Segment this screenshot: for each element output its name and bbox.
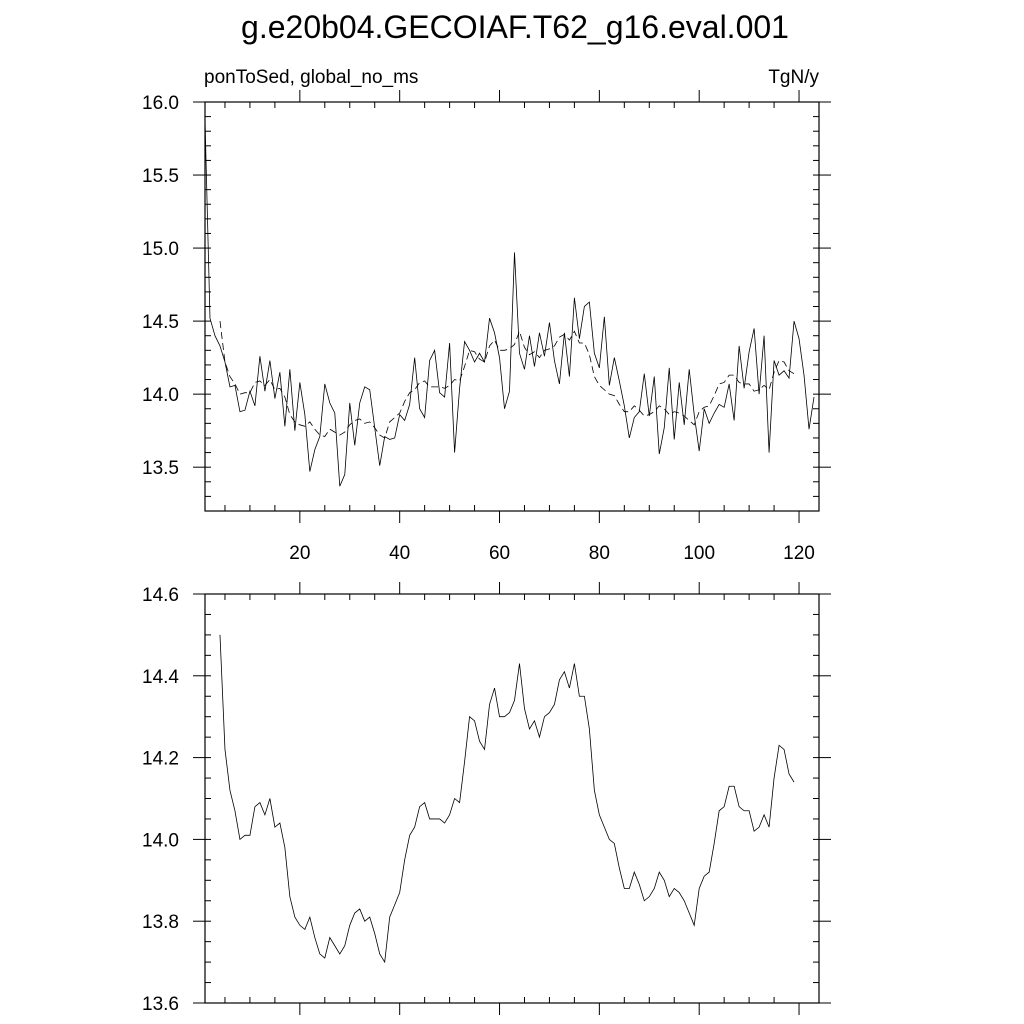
top-y-tick-label: 14.5 <box>142 312 179 333</box>
top-x-tick-label: 60 <box>489 543 510 564</box>
top-y-tick-label: 15.5 <box>142 166 179 187</box>
bottom-y-tick-label: 14.4 <box>142 667 179 688</box>
chart-title: g.e20b04.GECOIAF.T62_g16.eval.001 <box>241 9 789 45</box>
bottom-y-tick-label: 14.0 <box>142 830 179 851</box>
bottom-y-tick-label: 14.2 <box>142 749 179 770</box>
top-y-tick-label: 14.0 <box>142 385 179 406</box>
top-left-label: ponToSed, global_no_ms <box>204 67 418 88</box>
bottom-series-solid-line <box>219 634 795 964</box>
bottom-y-tick-label: 13.8 <box>142 912 179 933</box>
top-x-tick-label: 120 <box>783 543 815 564</box>
bottom-panel: 13.6 13.8 14.0 14.2 14.4 14.6 <box>142 582 831 1015</box>
top-x-tick-label: 20 <box>289 543 310 564</box>
top-y-tick-label: 13.5 <box>142 458 179 479</box>
top-y-tick-label: 16.0 <box>142 93 179 114</box>
top-plot-frame <box>204 101 820 512</box>
bottom-plot-frame <box>204 593 820 1004</box>
top-x-tick-label: 40 <box>389 543 410 564</box>
top-panel: 13.5 14.0 14.5 15.0 15.5 16.0 20 40 60 80 100 120 <box>142 90 831 564</box>
top-series-solid-line <box>204 119 815 487</box>
top-series-dashed-line <box>219 321 795 439</box>
top-y-tick-label: 15.0 <box>142 239 179 260</box>
top-right-label: TgN/y <box>768 67 819 88</box>
top-x-tick-label: 100 <box>683 543 715 564</box>
top-x-tick-label: 80 <box>589 543 610 564</box>
bottom-y-tick-label: 13.6 <box>142 994 179 1015</box>
bottom-y-tick-label: 14.6 <box>142 585 179 606</box>
